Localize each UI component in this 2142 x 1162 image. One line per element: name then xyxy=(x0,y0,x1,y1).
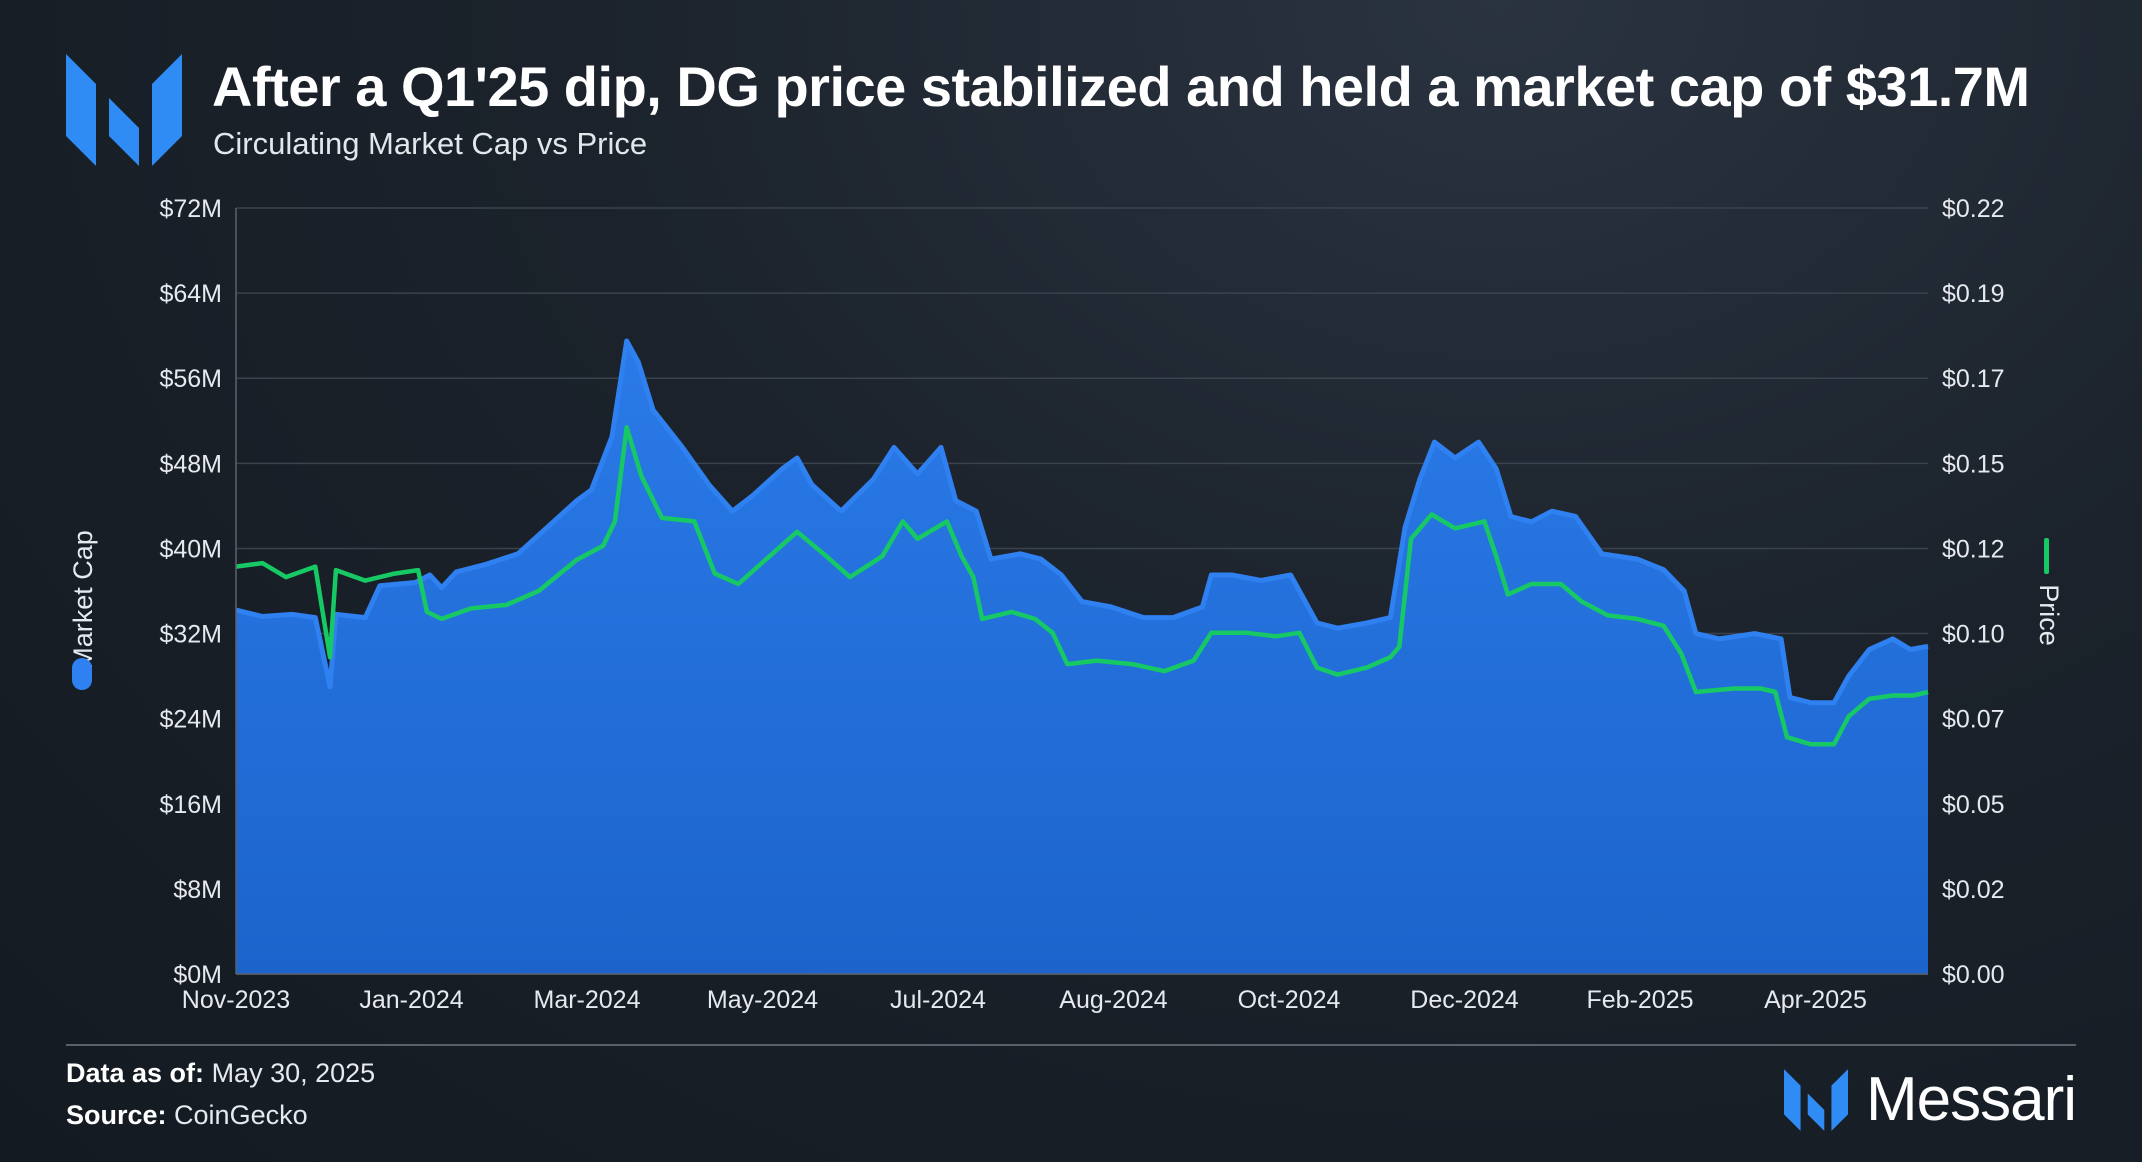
market-cap-line xyxy=(235,338,1929,706)
x-tick-label: Oct-2024 xyxy=(1238,986,1341,1014)
x-tick-label: Jan-2024 xyxy=(359,986,463,1014)
y-right-tick-label: $0.05 xyxy=(1942,791,2005,819)
y-left-tick-label: $16M xyxy=(159,791,222,819)
y-right-tick-label: $0.17 xyxy=(1942,365,2005,393)
source-value: CoinGecko xyxy=(174,1100,308,1130)
price-line xyxy=(235,425,1929,747)
x-tick-label: May-2024 xyxy=(707,986,818,1014)
brand-name: Messari xyxy=(1865,1065,2077,1134)
y-left-axis-title: Market Cap xyxy=(68,530,98,670)
source-label: Source: xyxy=(66,1100,167,1130)
y-right-tick-label: $0.02 xyxy=(1942,876,2005,904)
market-cap-area xyxy=(235,338,1929,974)
brand-lockup: Messari xyxy=(1783,1064,2077,1135)
y-right-tick-label: $0.15 xyxy=(1942,450,2005,478)
source: Source: CoinGecko xyxy=(66,1100,308,1131)
y-right-tick-label: $0.10 xyxy=(1942,621,2005,649)
price-series-line xyxy=(235,425,1929,747)
y-right-tick-label: $0.07 xyxy=(1942,706,2005,734)
x-tick-label: Jul-2024 xyxy=(890,986,986,1014)
x-tick-label: Aug-2024 xyxy=(1059,986,1168,1014)
price-legend-swatch xyxy=(2044,538,2049,574)
market-cap-legend-swatch xyxy=(72,658,92,690)
x-tick-label: Nov-2023 xyxy=(182,986,290,1014)
y-left-tick-label: $72M xyxy=(159,195,222,223)
y-right-tick-label: $0.19 xyxy=(1942,280,2005,308)
y-left-tick-label: $48M xyxy=(159,450,222,478)
market-cap-area-fill xyxy=(236,341,1928,974)
y-left-tick-label: $8M xyxy=(173,876,222,904)
y-right-tick-label: $0.22 xyxy=(1942,195,2005,223)
x-tick-label: Feb-2025 xyxy=(1586,986,1693,1014)
messari-logo-icon xyxy=(66,54,182,166)
x-tick-label: Apr-2025 xyxy=(1764,986,1867,1014)
axes: $0M $0.00 $8M $0.02 $16M $0.05 $24M $0.07 $32M $0… xyxy=(159,195,2004,1014)
y-left-tick-label: $64M xyxy=(159,280,222,308)
messari-brand-icon xyxy=(1783,1068,1848,1131)
y-right-tick-label: $0.12 xyxy=(1942,535,2005,563)
page-subtitle: Circulating Market Cap vs Price xyxy=(213,126,648,161)
footer-divider xyxy=(66,1044,2076,1046)
y-left-tick-label: $56M xyxy=(159,365,222,393)
y-left-tick-label: $24M xyxy=(159,706,222,734)
market-cap-price-chart: $0M $0.00 $8M $0.02 $16M $0.05 $24M $0.07 $32M $0… xyxy=(68,195,2064,1014)
x-tick-label: Mar-2024 xyxy=(534,986,641,1014)
data-as-of-value: May 30, 2025 xyxy=(211,1058,376,1088)
y-left-tick-label: $40M xyxy=(159,535,222,563)
page-title: After a Q1'25 dip, DG price stabilized a… xyxy=(212,55,2030,118)
data-as-of-label: Data as of: xyxy=(66,1058,205,1088)
y-right-axis-title: Price xyxy=(2034,584,2064,646)
x-tick-label: Dec-2024 xyxy=(1410,986,1518,1014)
y-left-tick-label: $0M xyxy=(173,961,222,989)
y-left-tick-label: $32M xyxy=(159,621,222,649)
y-right-tick-label: $0.00 xyxy=(1942,961,2005,989)
data-as-of: Data as of: May 30, 2025 xyxy=(66,1058,375,1089)
